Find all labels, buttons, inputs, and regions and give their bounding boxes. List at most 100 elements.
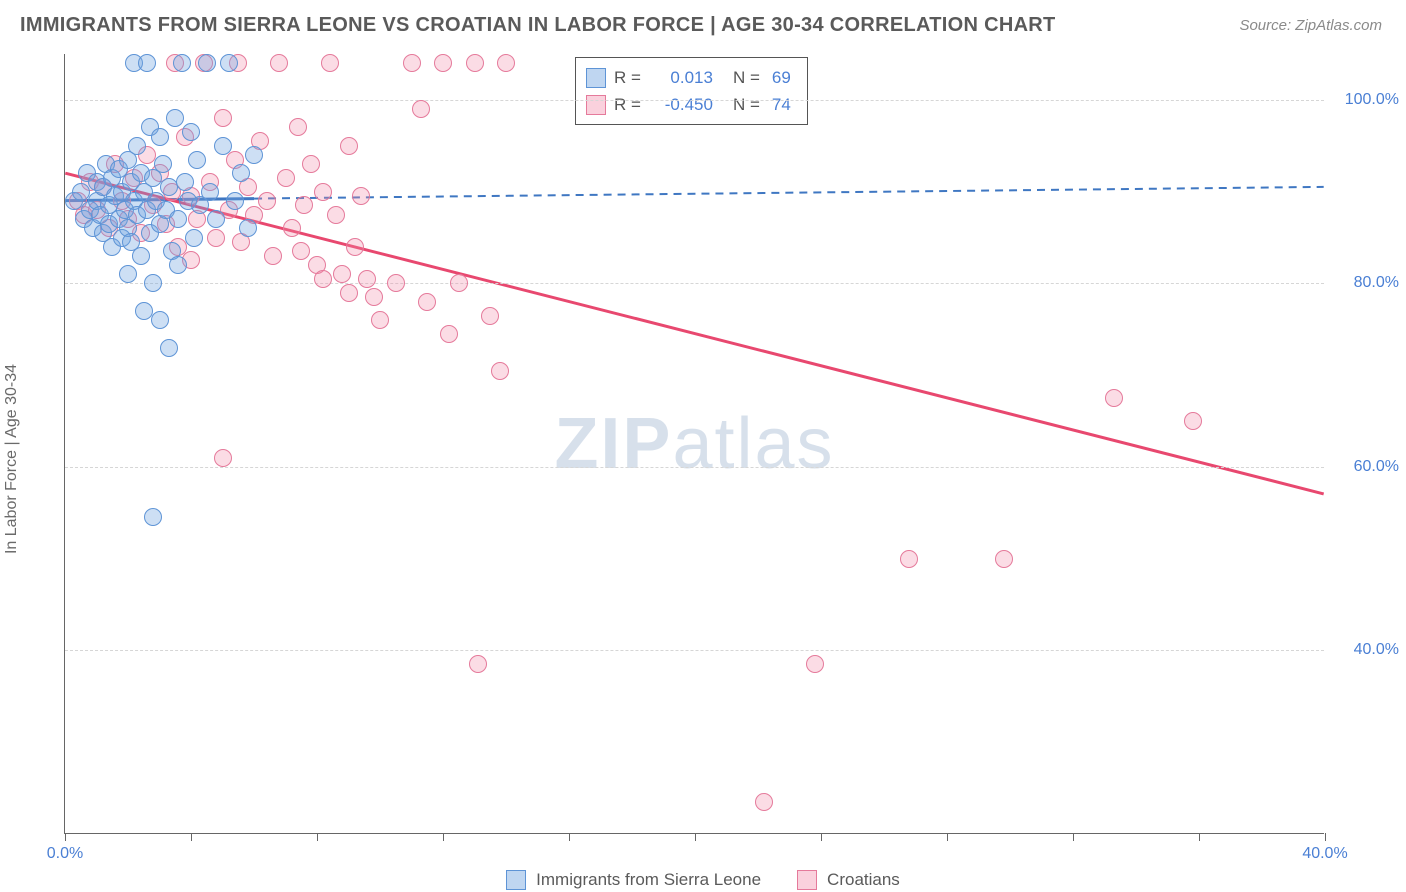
trend-lines-layer [65,54,1324,833]
data-point-pink [365,288,383,306]
data-point-pink [264,247,282,265]
legend-label: Immigrants from Sierra Leone [536,870,761,890]
data-point-pink [207,229,225,247]
n-label: N = [733,91,760,118]
n-value: 74 [772,91,791,118]
data-point-pink [314,183,332,201]
data-point-pink [340,137,358,155]
gridline [65,283,1324,284]
data-point-pink [450,274,468,292]
data-point-pink [302,155,320,173]
watermark: ZIPatlas [554,403,834,485]
swatch-blue-icon [586,68,606,88]
stats-row-pink: R = -0.450 N = 74 [586,91,791,118]
legend-item-blue: Immigrants from Sierra Leone [506,870,761,890]
data-point-pink [352,187,370,205]
data-point-pink [387,274,405,292]
r-value: 0.013 [653,64,713,91]
data-point-blue [207,210,225,228]
data-point-pink [491,362,509,380]
x-tick [947,833,948,841]
data-point-pink [1184,412,1202,430]
data-point-blue [144,274,162,292]
plot-area: ZIPatlas R = 0.013 N = 69 R = -0.450 N =… [64,54,1324,834]
x-tick [1073,833,1074,841]
bottom-legend: Immigrants from Sierra Leone Croatians [0,870,1406,890]
data-point-blue [220,54,238,72]
data-point-pink [295,196,313,214]
n-value: 69 [772,64,791,91]
data-point-blue [214,137,232,155]
data-point-pink [327,206,345,224]
data-point-pink [900,550,918,568]
data-point-pink [434,54,452,72]
data-point-pink [358,270,376,288]
data-point-pink [214,449,232,467]
data-point-pink [1105,389,1123,407]
x-tick [695,833,696,841]
data-point-pink [403,54,421,72]
watermark-bold: ZIP [554,404,672,484]
data-point-blue [198,54,216,72]
x-tick-label: 0.0% [47,845,83,863]
data-point-pink [321,54,339,72]
data-point-pink [440,325,458,343]
data-point-pink [283,219,301,237]
data-point-blue [166,109,184,127]
data-point-pink [497,54,515,72]
stats-row-blue: R = 0.013 N = 69 [586,64,791,91]
chart-source: Source: ZipAtlas.com [1239,17,1382,34]
y-tick-label: 40.0% [1354,641,1399,659]
data-point-blue [160,339,178,357]
data-point-blue [182,123,200,141]
data-point-pink [806,655,824,673]
data-point-blue [138,54,156,72]
n-label: N = [733,64,760,91]
data-point-pink [481,307,499,325]
data-point-pink [412,100,430,118]
stats-legend: R = 0.013 N = 69 R = -0.450 N = 74 [575,57,808,125]
data-point-blue [176,173,194,191]
x-tick [191,833,192,841]
data-point-blue [188,151,206,169]
x-tick [65,833,66,841]
data-point-blue [169,210,187,228]
y-tick-label: 100.0% [1345,91,1399,109]
swatch-pink-icon [797,870,817,890]
data-point-blue [185,229,203,247]
y-axis-label: In Labor Force | Age 30-34 [3,364,21,554]
gridline [65,650,1324,651]
data-point-pink [466,54,484,72]
data-point-pink [314,270,332,288]
data-point-pink [418,293,436,311]
swatch-pink-icon [586,95,606,115]
data-point-blue [151,311,169,329]
data-point-pink [292,242,310,260]
x-tick [569,833,570,841]
data-point-pink [469,655,487,673]
r-value: -0.450 [653,91,713,118]
chart-title: IMMIGRANTS FROM SIERRA LEONE VS CROATIAN… [20,14,1056,37]
x-tick [443,833,444,841]
data-point-pink [289,118,307,136]
data-point-blue [201,183,219,201]
data-point-blue [226,192,244,210]
x-tick [1199,833,1200,841]
data-point-blue [154,155,172,173]
data-point-pink [371,311,389,329]
data-point-blue [169,256,187,274]
data-point-blue [239,219,257,237]
data-point-blue [151,128,169,146]
gridline [65,467,1324,468]
data-point-blue [245,146,263,164]
data-point-pink [270,54,288,72]
data-point-pink [333,265,351,283]
legend-label: Croatians [827,870,900,890]
data-point-pink [340,284,358,302]
data-point-pink [214,109,232,127]
data-point-blue [144,508,162,526]
data-point-pink [755,793,773,811]
data-point-blue [173,54,191,72]
data-point-pink [995,550,1013,568]
data-point-pink [258,192,276,210]
